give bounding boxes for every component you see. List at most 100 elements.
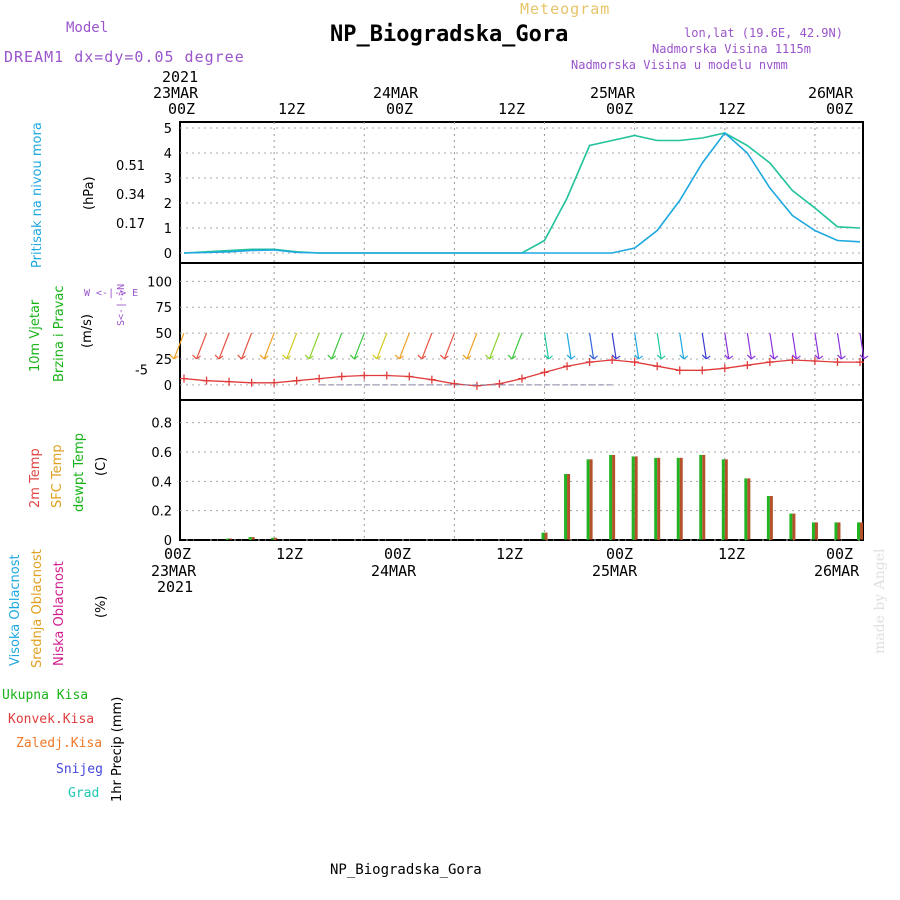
temp-bar-green xyxy=(857,522,860,540)
precip-frz-label: Zaledj.Kisa xyxy=(16,736,103,751)
wind-barbs xyxy=(169,332,869,390)
bottom-tick-4: 00Z xyxy=(606,545,634,563)
cloud-unit: (%) xyxy=(94,595,109,619)
temp-bar-brown xyxy=(589,459,593,540)
temperature-marker xyxy=(202,376,211,385)
model-label: Model xyxy=(66,20,109,36)
temp-bar-brown xyxy=(702,454,706,540)
wind-arrow xyxy=(372,332,388,360)
temperature-marker xyxy=(518,374,526,383)
temperature-marker xyxy=(743,361,752,370)
top-tick-6: 00Z xyxy=(826,100,854,118)
top-date-24: 24MAR xyxy=(373,84,419,102)
wind-label: 10m Vjetar xyxy=(28,299,43,372)
wind-arrow xyxy=(417,332,433,360)
temperature-marker xyxy=(810,357,819,366)
top-date-26: 26MAR xyxy=(808,84,854,102)
elevation-label: Nadmorska Visina 1115m xyxy=(652,42,811,56)
y-tick-label: 0.6 xyxy=(151,446,172,461)
wind-arrow xyxy=(349,332,365,360)
temp-bar-green xyxy=(811,522,815,540)
temperature-marker xyxy=(630,358,639,367)
temperature-marker xyxy=(382,371,391,380)
y-tick-label: 1 xyxy=(164,222,172,237)
temperature-marker xyxy=(585,358,594,367)
temp-unit: (C) xyxy=(94,456,109,476)
temperature-marker xyxy=(563,362,572,371)
temp-bar-brown xyxy=(860,522,863,540)
bottom-tick-0: 00Z xyxy=(164,545,192,563)
pressure-series-line xyxy=(183,132,861,254)
wind-arrow xyxy=(282,332,298,360)
temp-bar-brown xyxy=(251,537,255,540)
wind-arrow xyxy=(814,332,824,360)
temp-bar-green xyxy=(586,459,590,540)
bottom-year: 2021 xyxy=(157,578,194,596)
temp-bars xyxy=(180,454,863,541)
temp2m-label: 2m Temp xyxy=(28,448,43,508)
pressure-panel-frame xyxy=(179,121,864,264)
temp-bar-brown xyxy=(634,456,638,540)
compass-label: W <-|-> E xyxy=(84,288,139,299)
wind-unit: (m/s) xyxy=(80,314,95,348)
temp-bar-brown xyxy=(814,522,818,540)
top-year: 2021 xyxy=(162,68,199,86)
temperature-marker xyxy=(495,379,504,388)
wind-arrow xyxy=(485,332,501,360)
temp-bar-green xyxy=(789,513,793,540)
wind-arrow xyxy=(746,332,756,360)
precip-total-label: Ukupna Kisa xyxy=(2,688,89,703)
y-tick-label-secondary: 0.34 xyxy=(116,188,145,203)
precip-unit: 1hr Precip (mm) xyxy=(110,696,125,802)
temperature-marker xyxy=(540,368,549,377)
wind-arrow xyxy=(462,332,478,360)
wind-arrow xyxy=(237,332,253,360)
sfc-temp-label: SFC Temp xyxy=(50,444,65,508)
grid-lines xyxy=(180,122,863,541)
y-tick-label: 50 xyxy=(155,327,172,342)
panel-frames xyxy=(179,121,864,541)
temperature-marker xyxy=(788,355,797,364)
top-date-23: 23MAR xyxy=(153,84,199,102)
precip-grad-label: Grad xyxy=(68,786,100,801)
wind-arrow xyxy=(259,332,275,360)
bottom-date-26: 26MAR xyxy=(814,562,860,580)
wind-arrow xyxy=(656,332,666,360)
y-tick-label: 75 xyxy=(155,301,172,316)
temp-bar-brown xyxy=(837,522,841,540)
temp-bar-green xyxy=(271,537,275,540)
top-tick-2: 00Z xyxy=(386,100,414,118)
y-tick-label-secondary: 0.51 xyxy=(116,159,145,174)
temp-bar-green xyxy=(609,454,613,540)
footer-station: NP_Biogradska_Gora xyxy=(330,862,482,878)
temp-bar-green xyxy=(631,456,635,540)
temperature-marker xyxy=(225,377,234,386)
y-tick-label: 25 xyxy=(155,353,172,368)
temp-bar-brown xyxy=(747,478,751,540)
wind-arrow xyxy=(611,332,621,360)
y-tick-label: 2 xyxy=(164,197,172,212)
precip-snow-label: Snijeg xyxy=(56,762,103,777)
top-tick-5: 12Z xyxy=(718,100,746,118)
temp-bar-green xyxy=(699,454,703,540)
y-tick-label-secondary: 0.17 xyxy=(116,217,145,232)
bottom-tick-6: 00Z xyxy=(826,545,854,563)
model-name: DREAM1 dx=dy=0.05 degree xyxy=(4,48,245,66)
temperature-marker xyxy=(360,371,369,380)
y-tick-label: 0.2 xyxy=(151,505,172,520)
wind-arrow xyxy=(327,332,343,360)
temp-bar-green xyxy=(654,457,658,540)
temp-bar-green xyxy=(766,496,770,540)
pressure-unit: (hPa) xyxy=(82,176,97,210)
wind-arrow xyxy=(791,332,801,360)
wind-arrow xyxy=(724,332,734,360)
cloud-mid-label: Srednja Oblacnost xyxy=(30,549,45,668)
precip-conv-label: Konvek.Kisa xyxy=(8,712,95,727)
y-tick-label: 0 xyxy=(164,247,172,262)
temp-bar-brown xyxy=(657,457,661,540)
station-title: NP_Biogradska_Gora xyxy=(330,22,569,47)
temp-bar-brown xyxy=(769,496,773,540)
y-tick-labels: 5 4 3 2 1 0 0.51 0.34 0.17 100 75 50 25 0 -5 0.8 0.6 0.4 0… xyxy=(116,122,172,549)
top-tick-4: 00Z xyxy=(606,100,634,118)
